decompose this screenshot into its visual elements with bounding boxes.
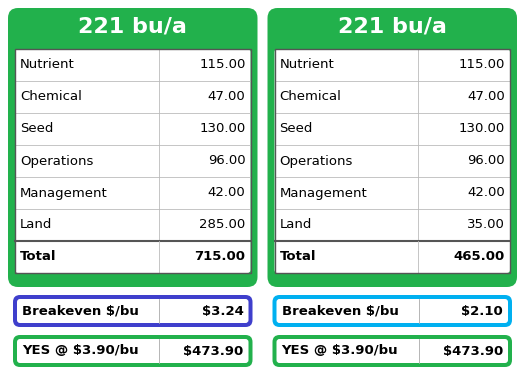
Text: 115.00: 115.00 bbox=[459, 58, 505, 72]
FancyBboxPatch shape bbox=[272, 335, 512, 367]
Text: Seed: Seed bbox=[20, 123, 54, 135]
Text: 47.00: 47.00 bbox=[208, 90, 246, 104]
Text: 42.00: 42.00 bbox=[467, 186, 505, 200]
FancyBboxPatch shape bbox=[8, 8, 257, 287]
Text: 115.00: 115.00 bbox=[199, 58, 246, 72]
Text: $3.24: $3.24 bbox=[202, 304, 244, 318]
Text: 96.00: 96.00 bbox=[208, 154, 246, 168]
FancyBboxPatch shape bbox=[17, 339, 248, 363]
Text: Management: Management bbox=[279, 186, 368, 200]
Text: 130.00: 130.00 bbox=[459, 123, 505, 135]
Text: Operations: Operations bbox=[20, 154, 93, 168]
FancyBboxPatch shape bbox=[15, 49, 250, 273]
Text: Nutrient: Nutrient bbox=[20, 58, 75, 72]
Text: 42.00: 42.00 bbox=[208, 186, 246, 200]
Text: Land: Land bbox=[20, 219, 52, 231]
Text: Seed: Seed bbox=[279, 123, 313, 135]
FancyBboxPatch shape bbox=[277, 299, 508, 323]
FancyBboxPatch shape bbox=[13, 335, 253, 367]
Text: 221 bu/a: 221 bu/a bbox=[338, 17, 447, 37]
Text: 221 bu/a: 221 bu/a bbox=[78, 17, 187, 37]
Text: Chemical: Chemical bbox=[279, 90, 341, 104]
Text: 96.00: 96.00 bbox=[467, 154, 505, 168]
Text: 285.00: 285.00 bbox=[200, 219, 246, 231]
Text: Nutrient: Nutrient bbox=[279, 58, 334, 72]
Text: YES @ $3.90/bu: YES @ $3.90/bu bbox=[22, 345, 139, 357]
Text: 715.00: 715.00 bbox=[194, 251, 246, 264]
FancyBboxPatch shape bbox=[272, 295, 512, 327]
Text: $473.90: $473.90 bbox=[443, 345, 503, 357]
Text: 465.00: 465.00 bbox=[454, 251, 505, 264]
Text: 130.00: 130.00 bbox=[200, 123, 246, 135]
Text: YES @ $3.90/bu: YES @ $3.90/bu bbox=[281, 345, 398, 357]
FancyBboxPatch shape bbox=[13, 295, 253, 327]
Text: Breakeven $/bu: Breakeven $/bu bbox=[22, 304, 139, 318]
FancyBboxPatch shape bbox=[277, 339, 508, 363]
Text: Total: Total bbox=[279, 251, 316, 264]
Bar bbox=[15, 49, 250, 273]
Text: Operations: Operations bbox=[279, 154, 353, 168]
FancyBboxPatch shape bbox=[17, 299, 248, 323]
Text: Total: Total bbox=[20, 251, 57, 264]
FancyBboxPatch shape bbox=[268, 8, 517, 287]
Text: $473.90: $473.90 bbox=[183, 345, 244, 357]
Text: $2.10: $2.10 bbox=[461, 304, 503, 318]
Bar bbox=[275, 49, 510, 273]
Text: 35.00: 35.00 bbox=[467, 219, 505, 231]
FancyBboxPatch shape bbox=[275, 49, 510, 273]
Text: 47.00: 47.00 bbox=[467, 90, 505, 104]
Text: Breakeven $/bu: Breakeven $/bu bbox=[281, 304, 398, 318]
Text: Management: Management bbox=[20, 186, 108, 200]
Text: Chemical: Chemical bbox=[20, 90, 82, 104]
Text: Land: Land bbox=[279, 219, 312, 231]
